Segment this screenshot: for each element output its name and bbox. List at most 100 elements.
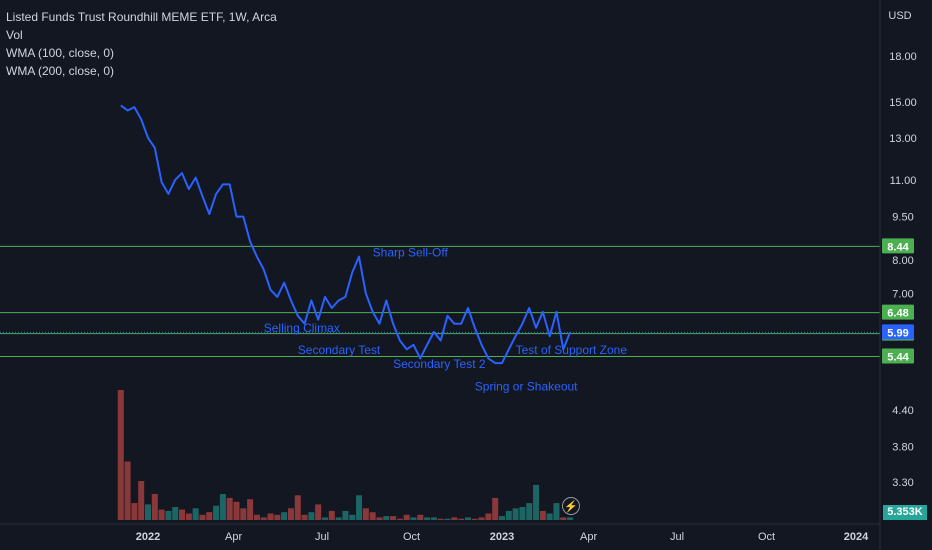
chart-legend: Listed Funds Trust Roundhill MEME ETF, 1… — [6, 8, 277, 80]
volume-bar — [172, 507, 179, 520]
volume-bars — [117, 390, 574, 520]
volume-bar — [417, 514, 424, 520]
current-price-label: 5.99 — [887, 327, 908, 339]
volume-bar — [451, 517, 458, 520]
level-price-label: 8.44 — [887, 241, 909, 253]
volume-bar — [274, 514, 281, 520]
volume-bar — [362, 508, 369, 520]
volume-bar — [240, 508, 247, 520]
level-price-tag — [882, 348, 914, 364]
annotation-label: Secondary Test 2 — [393, 357, 486, 371]
chart-annotations: Sharp Sell-Off Selling Climax Secondary Te… — [264, 246, 628, 394]
volume-bar — [233, 501, 240, 520]
horizontal-levels — [0, 245, 880, 358]
volume-bar — [206, 512, 213, 520]
level-price-label: 6.48 — [887, 308, 908, 320]
volume-bar — [281, 512, 288, 520]
y-tick-label: 18.00 — [889, 51, 917, 63]
volume-bar — [199, 514, 206, 520]
volume-bar — [430, 517, 437, 520]
x-tick-label: 2024 — [844, 531, 869, 543]
legend-vol[interactable]: Vol — [6, 28, 23, 42]
volume-bar — [267, 513, 274, 520]
volume-bar — [437, 518, 444, 520]
volume-bar — [117, 390, 124, 520]
current-price-tag — [882, 324, 914, 340]
y-tick-label: 9.50 — [892, 212, 913, 224]
volume-bar — [464, 517, 471, 520]
price-line — [120, 104, 572, 365]
volume-bar — [553, 503, 560, 520]
volume-bar — [260, 517, 267, 520]
x-tick-label: Oct — [403, 531, 420, 543]
x-tick-label: Jul — [315, 531, 329, 543]
volume-bar — [485, 513, 492, 520]
volume-bar — [287, 508, 294, 520]
annotation-label: Secondary Test — [298, 343, 381, 357]
volume-bar — [138, 481, 145, 520]
level-price-tag — [882, 304, 914, 320]
annotation-label: Spring or Shakeout — [475, 380, 578, 394]
volume-bar — [158, 509, 165, 520]
legend-wma200[interactable]: WMA (200, close, 0) — [6, 64, 115, 78]
volume-bar — [322, 517, 328, 520]
volume-bar — [124, 461, 131, 520]
volume-bar — [179, 509, 186, 520]
volume-bar — [145, 504, 151, 520]
y-tick-label: 11.00 — [890, 175, 917, 187]
volume-readout: 5.353K — [883, 505, 927, 520]
lightning-icon[interactable]: ⚡ — [562, 497, 580, 515]
volume-bar — [369, 512, 376, 520]
volume-bar — [294, 495, 301, 520]
y-tick-label: 4.40 — [892, 405, 913, 417]
annotation-label: Test of Support Zone — [516, 343, 628, 357]
volume-bar — [301, 514, 308, 520]
volume-bar — [356, 495, 363, 520]
volume-bar — [185, 513, 192, 520]
volume-bar — [335, 517, 342, 520]
y-tick-label: 15.00 — [889, 97, 917, 109]
y-tick-label: 8.00 — [892, 255, 913, 267]
volume-bar — [512, 508, 519, 520]
volume-bar — [560, 517, 567, 520]
level-price-label: 5.44 — [887, 352, 909, 364]
y-tick-label: 3.80 — [892, 442, 913, 454]
volume-bar — [131, 503, 138, 520]
level-price-tag — [882, 238, 914, 254]
x-tick-label: 2022 — [136, 531, 160, 543]
volume-bar — [219, 494, 226, 520]
volume-bar — [151, 494, 158, 520]
volume-bar — [328, 510, 335, 520]
y-tick-label: 7.00 — [892, 288, 913, 300]
volume-bar — [390, 516, 397, 520]
volume-bar — [376, 517, 383, 520]
volume-bar — [526, 503, 533, 520]
legend-title[interactable]: Listed Funds Trust Roundhill MEME ETF, 1… — [6, 10, 277, 24]
volume-bar — [396, 518, 403, 520]
volume-bar — [519, 507, 526, 520]
price-line-series — [120, 104, 572, 365]
volume-bar — [499, 516, 505, 520]
volume-bar — [478, 517, 485, 520]
volume-bar — [383, 516, 390, 520]
volume-bar — [403, 514, 410, 520]
y-tick-label: 13.00 — [889, 133, 917, 145]
volume-bar — [253, 514, 260, 520]
volume-bar — [539, 510, 546, 520]
volume-bar — [492, 497, 499, 520]
volume-bar — [247, 499, 254, 520]
annotation-label: Selling Climax — [264, 321, 340, 335]
volume-bar — [315, 504, 322, 520]
y-tick-label: 3.30 — [892, 477, 913, 489]
volume-bar — [165, 510, 172, 520]
x-tick-label: Apr — [225, 531, 242, 543]
legend-wma100[interactable]: WMA (100, close, 0) — [6, 46, 115, 60]
volume-bar — [308, 512, 315, 520]
volume-bar — [226, 497, 233, 520]
x-tick-label: Apr — [580, 531, 597, 543]
volume-bar — [192, 508, 199, 520]
annotation-label: Sharp Sell-Off — [373, 246, 449, 260]
x-tick-label: Oct — [758, 531, 775, 543]
